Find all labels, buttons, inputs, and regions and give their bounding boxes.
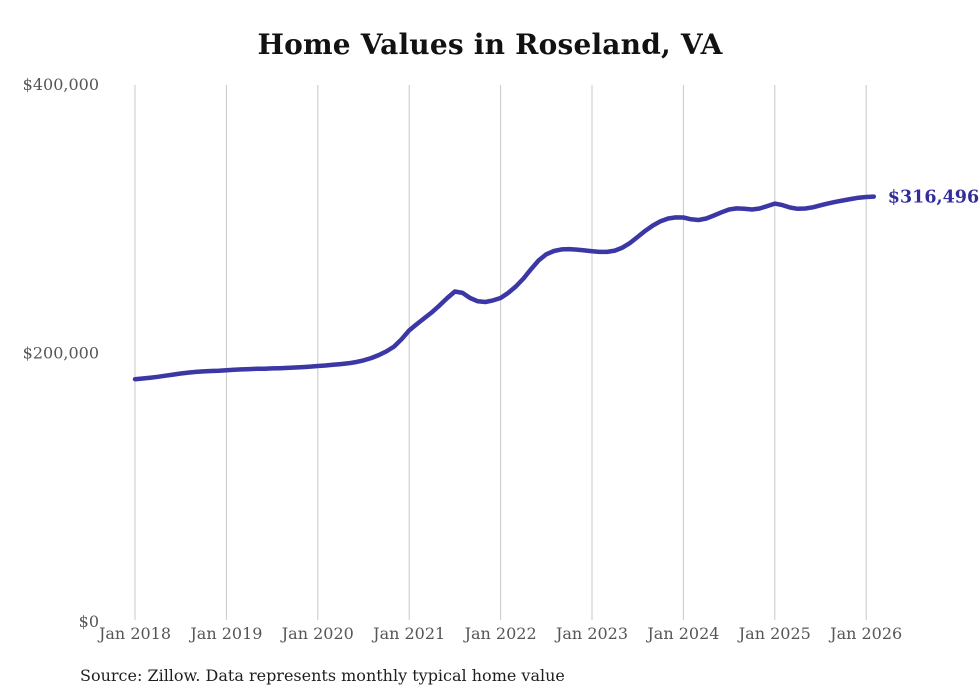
- home-value-line: [132, 194, 877, 382]
- x-tick-label: Jan 2024: [645, 624, 719, 643]
- y-axis-labels: $0 $200,000 $400,000: [23, 75, 99, 631]
- y-tick-label: $0: [79, 612, 99, 631]
- y-tick-label: $400,000: [23, 75, 99, 94]
- source-note: Source: Zillow. Data represents monthly …: [80, 666, 565, 685]
- x-tick-label: Jan 2026: [828, 624, 902, 643]
- y-tick-label: $200,000: [23, 344, 99, 363]
- x-tick-label: Jan 2023: [554, 624, 628, 643]
- gridlines: [134, 85, 867, 620]
- x-tick-label: Jan 2020: [280, 624, 354, 643]
- x-tick-label: Jan 2021: [371, 624, 445, 643]
- chart-title: Home Values in Roseland, VA: [257, 28, 723, 61]
- x-tick-label: Jan 2018: [97, 624, 171, 643]
- x-tick-label: Jan 2019: [188, 624, 262, 643]
- latest-value-label: $316,496: [888, 188, 979, 208]
- x-tick-label: Jan 2025: [737, 624, 811, 643]
- x-axis-labels: Jan 2018 Jan 2019 Jan 2020 Jan 2021 Jan 2022…: [97, 624, 902, 643]
- x-tick-label: Jan 2022: [463, 624, 537, 643]
